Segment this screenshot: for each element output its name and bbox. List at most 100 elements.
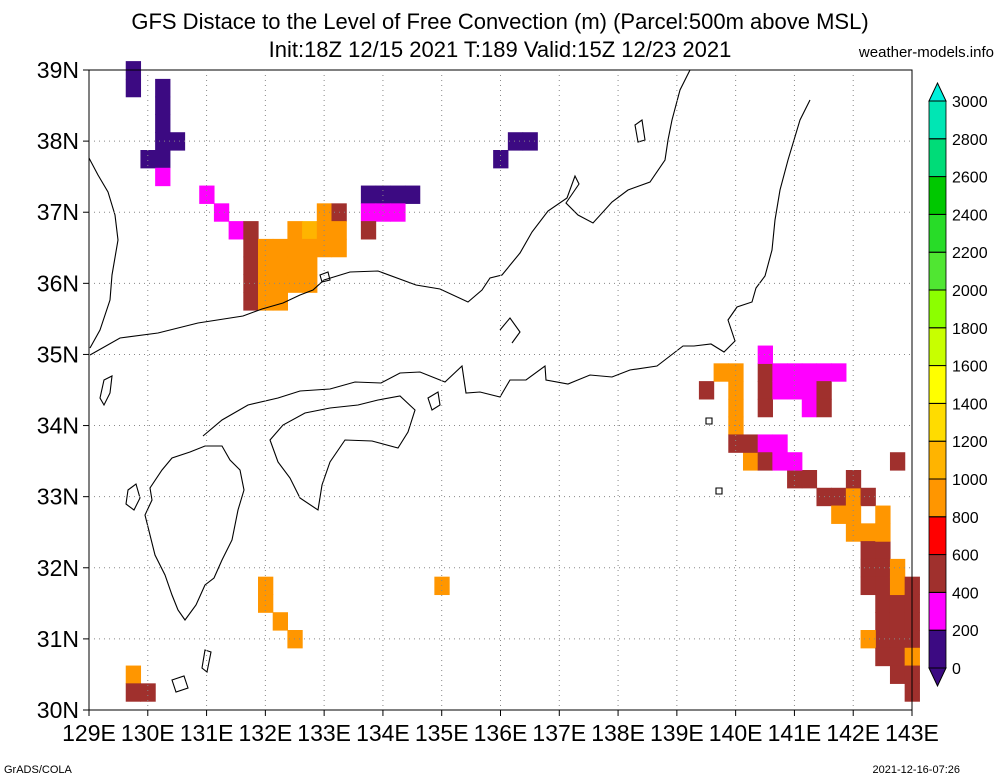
- lfc-cell: [860, 541, 876, 560]
- lfc-cell: [757, 381, 773, 400]
- lfc-cell: [875, 558, 891, 578]
- colorbar-segment: [928, 516, 947, 555]
- lfc-cell: [199, 185, 215, 204]
- lfc-cell: [860, 630, 876, 649]
- lfc-cell: [360, 185, 377, 204]
- colorbar-segment: [928, 402, 947, 442]
- lfc-cell: [757, 398, 773, 418]
- colorbar-label: 2400: [952, 207, 988, 224]
- lfc-cell: [287, 221, 303, 240]
- coast-noto: [499, 317, 521, 344]
- lfc-cell: [801, 381, 818, 400]
- colorbar: 0 200 400 600 800 1000 1200 1400 1600 1800 2000 220…: [928, 81, 988, 688]
- lfc-cell: [728, 398, 744, 418]
- lon-label: 140E: [709, 720, 763, 746]
- lfc-cell: [757, 363, 773, 382]
- colorbar-label: 200: [952, 623, 979, 640]
- coast-sado: [634, 119, 646, 143]
- lfc-cell: [404, 185, 421, 204]
- lfc-cell: [889, 665, 906, 684]
- lfc-cell: [155, 78, 171, 98]
- colorbar-segment: [928, 592, 947, 631]
- lfc-cell: [728, 434, 744, 453]
- colorbar-segment: [928, 365, 947, 404]
- lat-label: 33N: [37, 484, 79, 510]
- lfc-cell: [272, 238, 289, 258]
- lon-label: 141E: [768, 720, 822, 746]
- lfc-cell: [875, 594, 891, 613]
- lfc-cell: [140, 150, 156, 169]
- lfc-cell: [772, 452, 788, 471]
- lfc-cell: [155, 96, 171, 116]
- colorbar-max-arrow: [928, 81, 947, 102]
- lfc-cell: [243, 238, 259, 258]
- colorbar-label: 400: [952, 585, 979, 602]
- lfc-cell: [845, 470, 862, 489]
- lon-label: 135E: [415, 720, 469, 746]
- lfc-cell: [243, 256, 259, 276]
- lon-label: 130E: [121, 720, 175, 746]
- lfc-cell: [243, 292, 259, 311]
- colorbar-segment: [928, 251, 947, 291]
- lfc-cell: [757, 434, 773, 453]
- lfc-cell: [375, 203, 391, 222]
- colorbar-label: 0: [952, 661, 961, 678]
- lon-label: 129E: [62, 720, 116, 746]
- lfc-cell: [801, 398, 818, 418]
- longitude-labels: 129E 130E 131E 132E 133E 134E 135E 136E 137E 138E…: [62, 720, 939, 746]
- lfc-cell: [507, 132, 524, 151]
- lat-label: 32N: [37, 555, 79, 581]
- lfc-cell: [272, 274, 289, 293]
- lfc-cell: [258, 238, 274, 258]
- lfc-cell: [860, 523, 876, 542]
- coast-goto: [125, 483, 141, 511]
- lfc-cell: [816, 381, 832, 400]
- lfc-cell: [155, 132, 171, 151]
- lfc-cell: [155, 150, 171, 169]
- lfc-cell: [875, 612, 891, 631]
- lfc-cell: [258, 292, 274, 311]
- lfc-cell: [272, 256, 289, 276]
- colorbar-segment: [928, 327, 947, 366]
- lfc-cell: [360, 221, 377, 240]
- lfc-cell: [302, 238, 318, 258]
- lfc-cell: [757, 345, 773, 364]
- lfc-cell: [258, 274, 274, 293]
- lfc-cell: [889, 576, 906, 596]
- colorbar-label: 2200: [952, 245, 988, 262]
- lon-label: 132E: [238, 720, 292, 746]
- colorbar-segment: [928, 440, 947, 480]
- lfc-cell: [243, 221, 259, 240]
- lfc-cell: [875, 505, 891, 524]
- lfc-cell: [875, 541, 891, 560]
- site-credit[interactable]: weather-models.info: [858, 44, 994, 61]
- coast-tsushima: [99, 375, 113, 407]
- coast-korea: [88, 157, 119, 349]
- lfc-cell: [757, 452, 773, 471]
- lfc-cell: [272, 612, 289, 631]
- lfc-cell: [287, 274, 303, 293]
- lat-label: 35N: [37, 341, 79, 367]
- coast-yakushima: [171, 675, 189, 693]
- map-title: GFS Distace to the Level of Free Convect…: [131, 9, 869, 34]
- lon-label: 136E: [474, 720, 528, 746]
- lfc-cell: [845, 505, 862, 524]
- lfc-cell: [816, 398, 832, 418]
- coast-shikoku: [269, 395, 416, 511]
- lfc-cell: [889, 594, 906, 613]
- lfc-cell: [493, 150, 509, 169]
- colorbar-label: 2800: [952, 132, 988, 149]
- lfc-cell: [831, 487, 847, 507]
- lfc-cell: [125, 683, 142, 702]
- lfc-cell: [787, 470, 803, 489]
- colorbar-label: 1800: [952, 321, 988, 338]
- coast-izu-island: [705, 417, 713, 425]
- lon-label: 143E: [885, 720, 939, 746]
- lfc-cell: [213, 203, 230, 222]
- lfc-cell: [787, 363, 803, 382]
- lfc-cell: [316, 238, 333, 258]
- lon-label: 139E: [650, 720, 704, 746]
- lfc-cell: [331, 221, 347, 240]
- colorbar-label: 1600: [952, 359, 988, 376]
